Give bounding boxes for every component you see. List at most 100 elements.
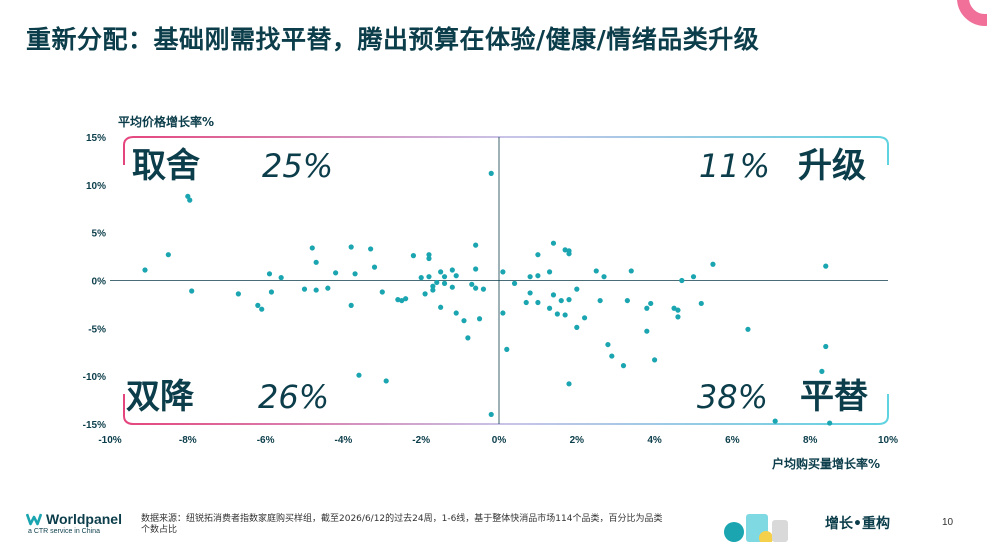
scatter-point	[352, 271, 358, 277]
scatter-point	[399, 297, 405, 304]
x-tick-label: 10%	[878, 435, 898, 446]
scatter-point	[453, 310, 459, 316]
scatter-point	[550, 292, 557, 298]
quadrant-label: 取舍	[132, 146, 200, 186]
x-tick-label: 2%	[570, 435, 585, 446]
scatter-point	[535, 273, 541, 279]
brand-name: Worldpanel	[46, 511, 122, 527]
brand-logo: Worldpanel a CTR service in China	[26, 511, 136, 535]
scatter-point	[403, 296, 409, 302]
scatter-point	[504, 346, 510, 352]
scatter-point	[235, 291, 241, 297]
scatter-point	[434, 279, 440, 286]
x-tick-label: 6%	[725, 435, 740, 446]
scatter-point	[371, 264, 378, 270]
corner-ring-decoration	[927, 0, 987, 30]
scatter-point	[142, 267, 148, 273]
quadrant-percent: 25%	[262, 147, 333, 185]
scatter-point	[473, 285, 479, 291]
scatter-point	[449, 267, 455, 273]
tagline: 增长•重构	[825, 516, 890, 532]
y-tick-label: -5%	[88, 324, 106, 335]
scatter-point	[165, 252, 171, 258]
scatter-point	[259, 306, 265, 312]
scatter-point	[473, 266, 479, 272]
scatter-point	[554, 311, 560, 317]
scatter-point	[535, 252, 541, 258]
x-tick-label: -4%	[335, 435, 353, 446]
y-tick-label: 0%	[92, 277, 107, 288]
scatter-point	[438, 269, 444, 275]
scatter-point	[473, 242, 479, 248]
scatter-point	[593, 268, 599, 274]
scatter-point	[278, 275, 284, 281]
scatter-point	[441, 274, 448, 280]
scatter-point	[255, 302, 261, 308]
page-title: 重新分配：基础刚需找平替，腾出预算在体验/健康/情绪品类升级	[26, 25, 760, 54]
scatter-point	[268, 289, 275, 295]
scatter-point	[379, 289, 385, 295]
bottom-quadrant-frame	[123, 394, 889, 425]
scatter-point	[527, 274, 533, 280]
brand-subtitle: a CTR service in China	[28, 528, 100, 535]
scatter-point	[581, 315, 588, 321]
scatter-point	[476, 316, 483, 322]
scatter-point	[426, 252, 432, 258]
page-number: 10	[942, 517, 954, 528]
scatter-point	[574, 324, 580, 330]
scatter-point	[438, 304, 444, 310]
scatter-point	[628, 268, 634, 274]
scatter-point	[562, 247, 568, 253]
scatter-point	[430, 287, 436, 293]
scatter-point	[511, 280, 518, 286]
cubes-decoration	[724, 514, 788, 542]
x-axis-label: 户均购买量增长率%	[772, 456, 880, 471]
scatter-point	[333, 270, 339, 276]
scatter-point	[566, 381, 572, 387]
scatter-point	[422, 291, 428, 297]
scatter-chart: -10% -8% -6% -4% -2% 0% 2% 4% 6% 8% 10% 15% 10% 5% 0% -…	[83, 114, 898, 471]
scatter-point	[644, 328, 650, 334]
scatter-point	[461, 318, 467, 324]
scatter-point	[523, 299, 529, 306]
scatter-point	[500, 269, 506, 275]
x-tick-label: -8%	[179, 435, 197, 446]
scatter-point	[671, 305, 677, 311]
scatter-point	[488, 411, 494, 418]
top-quadrant-frame	[123, 136, 889, 165]
scatter-point	[395, 297, 401, 303]
scatter-point	[527, 290, 533, 296]
scatter-point	[675, 307, 681, 313]
y-tick-label: -10%	[83, 372, 106, 383]
brand-w-icon	[26, 513, 42, 526]
scatter-point	[313, 287, 319, 293]
scatter-point	[644, 305, 650, 311]
scatter-point	[675, 314, 681, 320]
x-tick-label: -2%	[412, 435, 430, 446]
quadrant-label: 升级	[798, 146, 866, 186]
scatter-point	[426, 274, 432, 280]
x-tick-label: 8%	[803, 435, 818, 446]
scatter-point	[325, 285, 331, 291]
y-tick-label: 15%	[86, 133, 106, 144]
scatter-point	[309, 245, 315, 251]
scatter-point	[418, 275, 424, 281]
x-tick-label: -10%	[98, 435, 121, 446]
scatter-point	[605, 341, 611, 348]
scatter-point	[648, 300, 654, 307]
quadrant-percent: 26%	[258, 378, 329, 416]
scatter-point	[469, 281, 475, 287]
scatter-point	[550, 240, 557, 246]
scatter-point	[601, 274, 607, 280]
scatter-point	[356, 372, 362, 378]
scatter-point	[566, 251, 572, 257]
scatter-point	[500, 310, 506, 316]
quadrant-percent: 11%	[699, 147, 770, 185]
scatter-point	[185, 193, 191, 199]
scatter-point	[383, 378, 389, 384]
scatter-point	[745, 326, 751, 332]
x-tick-label: 4%	[647, 435, 662, 446]
x-tick-label: 0%	[492, 435, 507, 446]
scatter-point	[823, 343, 829, 350]
scatter-point	[480, 286, 487, 292]
